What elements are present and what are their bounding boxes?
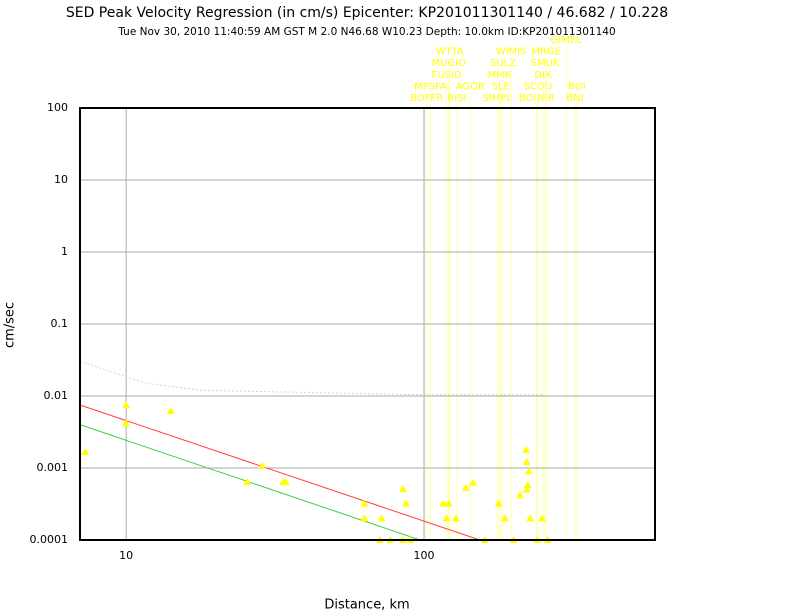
data-point <box>122 419 131 427</box>
data-point <box>523 481 532 489</box>
data-point <box>501 514 510 522</box>
y-tick-label: 1 <box>61 245 68 258</box>
data-point <box>442 514 451 522</box>
chart-title: SED Peak Velocity Regression (in cm/s) E… <box>66 5 668 21</box>
data-point <box>81 447 90 455</box>
station-label: SCOU <box>524 81 553 92</box>
station-label: WIMIS <box>496 47 527 58</box>
data-point <box>439 499 448 507</box>
data-point <box>538 514 547 522</box>
data-point <box>522 445 531 453</box>
chart-subtitle: Tue Nov 30, 2010 11:40:59 AM GST M 2.0 N… <box>117 26 615 38</box>
data-point <box>377 514 386 522</box>
plot-frame <box>79 107 656 541</box>
station-label: SLE <box>492 81 510 92</box>
y-axis-label: cm/sec <box>3 302 18 348</box>
y-tick-label: 0.1 <box>51 317 69 330</box>
station-label: GIMEL <box>551 35 583 46</box>
data-point <box>526 514 535 522</box>
station-label: SULZ <box>490 58 516 69</box>
station-label: DIX <box>534 70 552 81</box>
data-point <box>524 467 533 475</box>
data-point <box>281 477 290 485</box>
data-point <box>166 406 175 414</box>
station-label: WTTA <box>436 47 464 58</box>
y-tick-label: 0.001 <box>37 461 69 474</box>
y-tick-label: 10 <box>54 173 68 186</box>
data-point <box>522 485 531 493</box>
data-point <box>360 514 369 522</box>
data-point <box>402 499 411 507</box>
station-label: FUSIO <box>431 70 461 81</box>
y-tick-label: 100 <box>47 101 68 114</box>
station-label: BNI <box>566 93 583 104</box>
data-point <box>258 461 267 469</box>
station-label: BOFFR <box>410 93 443 104</box>
fit-line <box>79 361 543 396</box>
fit-line <box>79 404 481 541</box>
data-point <box>360 499 369 507</box>
station-label: MMK <box>487 70 511 81</box>
data-point <box>444 499 453 507</box>
data-point <box>516 491 525 499</box>
data-point <box>122 400 131 408</box>
station-label: AGOR <box>456 81 485 92</box>
station-label: MRGE <box>531 47 561 58</box>
data-point <box>243 477 252 485</box>
station-label: RISI <box>447 93 466 104</box>
x-tick-label: 100 <box>414 549 435 562</box>
station-label: MPSFA <box>414 81 447 92</box>
data-point <box>469 478 478 486</box>
y-tick-label: 0.0001 <box>30 533 69 546</box>
data-point <box>522 458 531 466</box>
data-point <box>461 483 470 491</box>
fit-line <box>79 424 421 541</box>
x-tick-label: 10 <box>119 549 133 562</box>
y-tick-label: 0.01 <box>44 389 69 402</box>
data-point <box>494 499 503 507</box>
station-label: SMUK <box>531 58 560 69</box>
x-axis-label: Distance, km <box>324 598 409 612</box>
station-label: BOI <box>568 81 586 92</box>
station-label: BOURR <box>519 93 555 104</box>
data-point <box>451 514 460 522</box>
data-point <box>399 485 408 493</box>
station-label: SIMPL <box>482 93 512 104</box>
station-label: MUGIO <box>431 58 466 69</box>
